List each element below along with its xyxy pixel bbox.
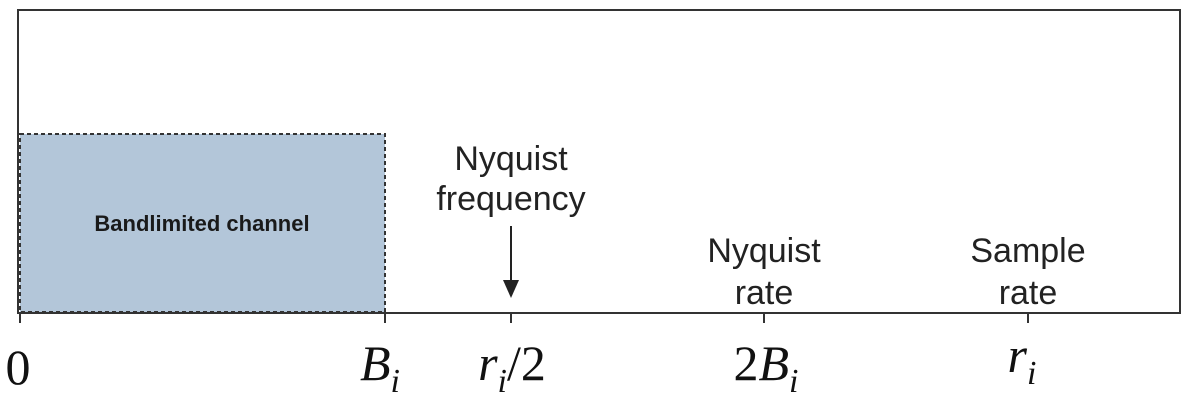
nyquist-rate-label-line1: Nyquist: [707, 232, 821, 270]
diagram-frame: [17, 9, 1181, 314]
nyquist-frequency-arrowhead: [503, 280, 519, 298]
sample-rate-label-line2: rate: [999, 274, 1058, 312]
tick-label-r-i: ri: [1008, 327, 1037, 392]
sample-rate-label-line1: Sample: [970, 232, 1085, 270]
tick-label-r-half: ri/2: [478, 335, 546, 400]
nyquist-frequency-label-line1: Nyquist: [454, 140, 568, 178]
nyquist-frequency-label-line2: frequency: [436, 180, 585, 218]
bandlimited-channel-label: Bandlimited channel: [94, 211, 309, 236]
nyquist-rate-label-line2: rate: [735, 274, 794, 312]
tick-label-zero: 0: [6, 339, 31, 395]
tick-label-two-b: 2Bi: [734, 335, 799, 400]
bandlimited-channel-box: [19, 133, 386, 313]
tick-label-b-i: Bi: [360, 335, 400, 400]
